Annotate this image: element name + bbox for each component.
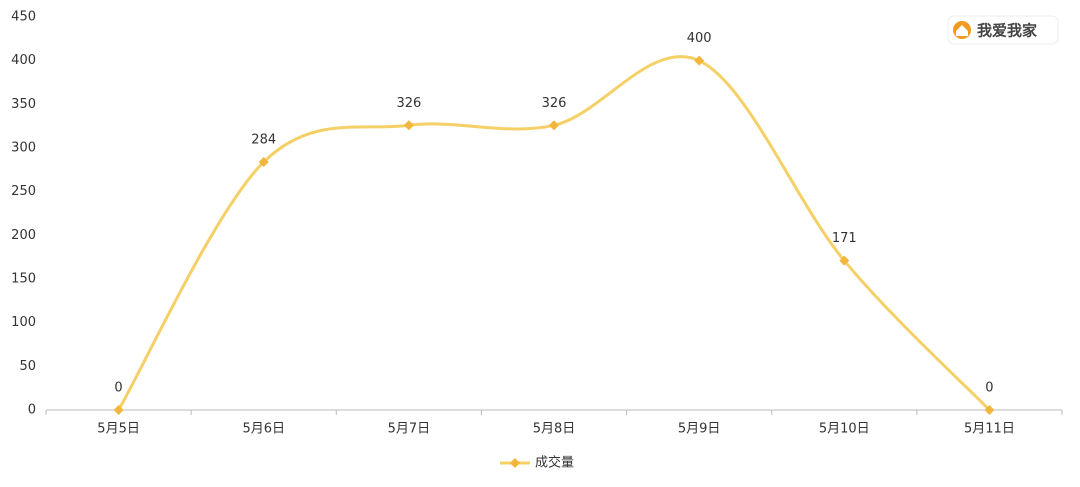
point xyxy=(984,405,995,415)
x-tick-label: 5月6日 xyxy=(242,422,285,437)
logo-text: 我爱我家 xyxy=(977,22,1037,40)
point xyxy=(113,405,124,415)
x-tick-label: 5月9日 xyxy=(678,422,721,437)
x-tick-label: 5月10日 xyxy=(819,422,870,437)
data-label: 0 xyxy=(985,381,993,396)
point xyxy=(839,255,850,266)
legend-label: 成交量 xyxy=(535,455,574,471)
y-tick-label: 400 xyxy=(11,53,36,68)
logo-box xyxy=(947,15,1059,45)
data-label: 284 xyxy=(251,132,276,147)
point xyxy=(694,55,705,66)
y-tick-label: 300 xyxy=(11,141,36,156)
data-label: 171 xyxy=(832,231,857,246)
point xyxy=(549,120,559,131)
point xyxy=(403,120,414,131)
y-tick-label: 350 xyxy=(11,97,36,112)
x-tick-label: 5月7日 xyxy=(388,422,431,437)
y-tick-label: 0 xyxy=(28,403,36,418)
legend-marker xyxy=(510,458,520,468)
data-label: 400 xyxy=(687,31,712,46)
y-tick-label: 200 xyxy=(11,228,36,243)
x-tick-label: 5月8日 xyxy=(533,422,576,437)
y-tick-label: 450 xyxy=(11,10,36,25)
logo: 我爱我家 xyxy=(947,15,1059,45)
data-label: 326 xyxy=(396,96,421,111)
point xyxy=(258,156,269,167)
x-tick-label: 5月11日 xyxy=(964,422,1015,437)
data-label: 0 xyxy=(114,381,122,396)
y-tick-label: 100 xyxy=(11,315,36,330)
y-tick-label: 150 xyxy=(11,272,36,287)
logo-house xyxy=(956,25,968,36)
data-label: 326 xyxy=(542,96,567,111)
y-tick-label: 250 xyxy=(11,184,36,199)
x-tick-label: 5月5日 xyxy=(97,422,140,437)
y-tick-label: 50 xyxy=(19,359,36,374)
